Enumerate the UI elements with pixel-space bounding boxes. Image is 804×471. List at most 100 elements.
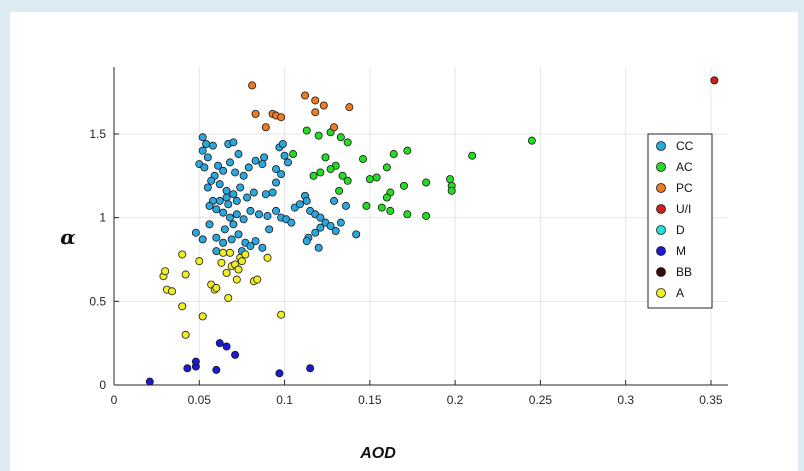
point-cc bbox=[295, 200, 304, 209]
point-m bbox=[183, 364, 192, 373]
point-a bbox=[225, 248, 234, 257]
chart-card: 0 0.05 0.1 0.15 0.2 0.25 0.3 0.35 0 0.5 1 1.5 AOD α… bbox=[10, 12, 798, 471]
point-ac bbox=[336, 133, 345, 142]
point-a bbox=[181, 270, 190, 279]
point-cc bbox=[302, 196, 311, 205]
point-a bbox=[178, 250, 187, 259]
legend-marker-d bbox=[656, 225, 666, 235]
point-m bbox=[231, 350, 240, 359]
point-m bbox=[275, 369, 284, 378]
point-cc bbox=[258, 243, 267, 252]
point-cc bbox=[198, 235, 207, 244]
x-tick-label: 0.3 bbox=[617, 393, 634, 407]
point-cc bbox=[302, 237, 311, 246]
legend-label-bb: BB bbox=[676, 265, 692, 279]
point-ac bbox=[343, 138, 352, 147]
point-a bbox=[195, 257, 204, 266]
point-cc bbox=[236, 183, 245, 192]
point-ac bbox=[314, 131, 323, 140]
point-cc bbox=[331, 227, 340, 236]
legend-label-a: A bbox=[676, 286, 684, 300]
legend-box bbox=[647, 133, 713, 309]
point-ac bbox=[343, 176, 352, 185]
point-cc bbox=[229, 220, 238, 229]
point-pc bbox=[251, 109, 260, 118]
point-cc bbox=[326, 221, 335, 230]
point-cc bbox=[231, 168, 240, 177]
point-ac bbox=[321, 153, 330, 162]
point-cc bbox=[272, 165, 281, 174]
point-cc bbox=[207, 176, 216, 185]
point-cc bbox=[263, 211, 272, 220]
point-cc bbox=[330, 196, 339, 205]
x-tick-label: 0.2 bbox=[447, 393, 464, 407]
point-ac bbox=[302, 126, 311, 135]
point-a bbox=[241, 250, 250, 259]
legend: CC AC PC U/I DM BB A bbox=[647, 133, 713, 309]
point-m bbox=[222, 342, 231, 351]
point-pc bbox=[311, 108, 320, 117]
point-cc bbox=[260, 153, 269, 162]
point-a bbox=[219, 248, 228, 257]
x-tick-label: 0 bbox=[111, 393, 118, 407]
point-cc bbox=[232, 210, 241, 219]
point-ac bbox=[403, 210, 412, 219]
point-ac bbox=[377, 203, 386, 212]
point-cc bbox=[268, 188, 277, 197]
point-cc bbox=[265, 225, 274, 234]
point-cc bbox=[258, 160, 267, 169]
point-pc bbox=[261, 123, 270, 132]
x-tick-label: 0.25 bbox=[529, 393, 553, 407]
point-cc bbox=[215, 196, 224, 205]
point-cc bbox=[239, 171, 248, 180]
point-cc bbox=[277, 170, 286, 179]
point-ac bbox=[386, 206, 395, 215]
scatter-chart: 0 0.05 0.1 0.15 0.2 0.25 0.3 0.35 0 0.5 1 1.5 AOD α… bbox=[60, 67, 728, 462]
legend-marker-ac bbox=[656, 162, 666, 172]
point-ac bbox=[326, 165, 335, 174]
point-cc bbox=[251, 156, 260, 165]
point-cc bbox=[283, 158, 292, 167]
point-cc bbox=[246, 242, 255, 251]
point-a bbox=[234, 265, 243, 274]
point-ac bbox=[447, 186, 456, 195]
point-cc bbox=[212, 205, 221, 214]
legend-label-pc: PC bbox=[676, 181, 693, 195]
point-ac bbox=[422, 211, 431, 220]
point-cc bbox=[225, 158, 234, 167]
point-cc bbox=[278, 139, 287, 148]
point-cc bbox=[287, 218, 296, 227]
point-cc bbox=[261, 190, 270, 199]
point-ac bbox=[316, 168, 325, 177]
point-cc bbox=[205, 201, 214, 210]
point-m bbox=[215, 339, 224, 348]
point-ac bbox=[399, 181, 408, 190]
point-cc bbox=[352, 230, 361, 239]
legend-marker-bb bbox=[656, 267, 666, 277]
point-cc bbox=[336, 218, 345, 227]
point-cc bbox=[243, 193, 252, 202]
point-pc bbox=[248, 81, 257, 90]
point-ac bbox=[382, 163, 391, 172]
point-cc bbox=[215, 180, 224, 189]
point-ac bbox=[359, 155, 368, 164]
point-cc bbox=[203, 183, 212, 192]
point-a bbox=[224, 293, 233, 302]
point-cc bbox=[244, 163, 253, 172]
point-a bbox=[237, 257, 246, 266]
point-pc bbox=[319, 101, 328, 110]
y-tick-label: 0 bbox=[99, 378, 106, 392]
point-cc bbox=[225, 213, 234, 222]
point-cc bbox=[234, 230, 243, 239]
legend-label-m: M bbox=[676, 244, 686, 258]
point-m bbox=[145, 377, 154, 386]
legend-label-u-i: U/I bbox=[676, 202, 691, 216]
point-u-i bbox=[710, 76, 719, 85]
point-a bbox=[277, 310, 286, 319]
legend-label-d: D bbox=[676, 223, 685, 237]
point-cc bbox=[229, 190, 238, 199]
point-ac bbox=[309, 171, 318, 180]
legend-label-cc: CC bbox=[676, 139, 694, 153]
point-ac bbox=[289, 150, 298, 159]
point-cc bbox=[191, 228, 200, 237]
